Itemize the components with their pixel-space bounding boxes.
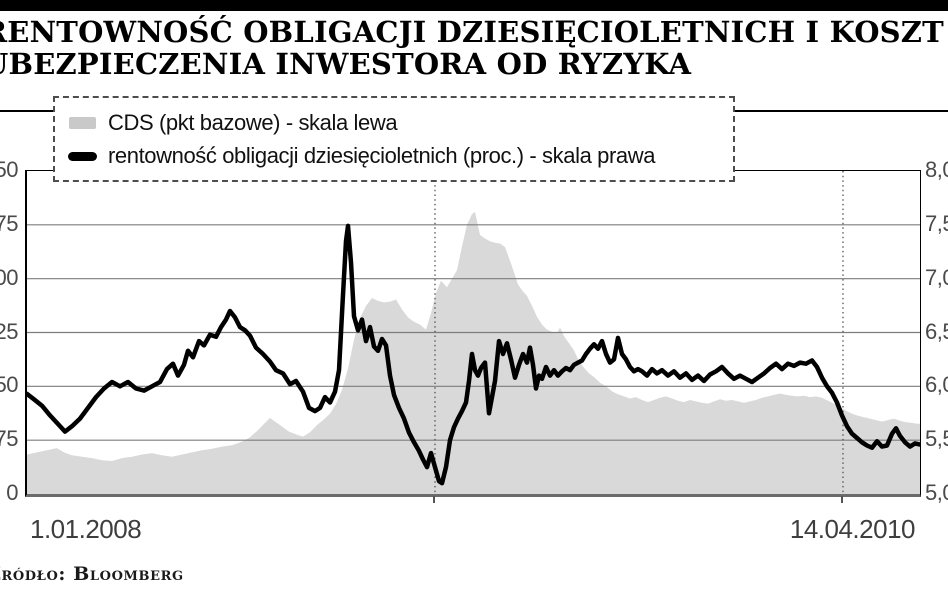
y-axis-label: 300 <box>0 265 19 290</box>
legend-label-cds: CDS (pkt bazowe) - skala lewa <box>108 110 398 135</box>
page-title-line1: RENTOWNOŚĆ OBLIGACJI DZIESIĘCIOLETNICH I… <box>0 15 944 49</box>
yield-line-series <box>27 223 920 486</box>
y-axis-label: 6,0 <box>925 372 948 397</box>
plot-area <box>25 170 921 497</box>
y-axis-label: 5,5 <box>925 426 948 451</box>
legend-box: CDS (pkt bazowe) - skala lewa rentowność… <box>53 96 735 182</box>
masthead-bar <box>0 0 948 11</box>
y-axis-label: 7,0 <box>925 265 948 290</box>
cds-area-swatch-icon <box>69 117 96 129</box>
chart-canvas <box>27 171 920 494</box>
x-axis-tick <box>433 496 435 503</box>
x-axis-tick <box>841 496 843 503</box>
y-axis-label: 75 <box>0 426 19 451</box>
legend-label-yield: rentowność obligacji dziesięcioletnich (… <box>108 143 656 168</box>
y-axis-label: 8,0 <box>925 157 948 182</box>
x-axis-start-label: 1.01.2008 <box>30 514 142 544</box>
y-axis-label: 225 <box>0 319 19 344</box>
yield-line-swatch-icon <box>68 151 97 161</box>
y-axis-label: 150 <box>0 372 19 397</box>
page-title: RENTOWNOŚĆ OBLIGACJI DZIESIĘCIOLETNICH I… <box>0 16 944 80</box>
y-axis-label: 375 <box>0 211 19 236</box>
source-note: Źródło: Bloomberg <box>0 563 184 585</box>
legend-item-cds: CDS (pkt bazowe) - skala lewa <box>55 108 733 138</box>
y-axis-label: 0 <box>6 480 18 505</box>
y-axis-label: 6,5 <box>925 319 948 344</box>
y-axis-label: 7,5 <box>925 211 948 236</box>
x-axis-end-label: 14.04.2010 <box>789 514 916 544</box>
y-axis-label: 5,0 <box>925 480 948 505</box>
y-axis-label: 450 <box>0 157 19 182</box>
legend-item-yield: rentowność obligacji dziesięcioletnich (… <box>55 141 733 171</box>
page-title-line2: UBEZPIECZENIA INWESTORA OD RYZYKA <box>0 47 692 81</box>
